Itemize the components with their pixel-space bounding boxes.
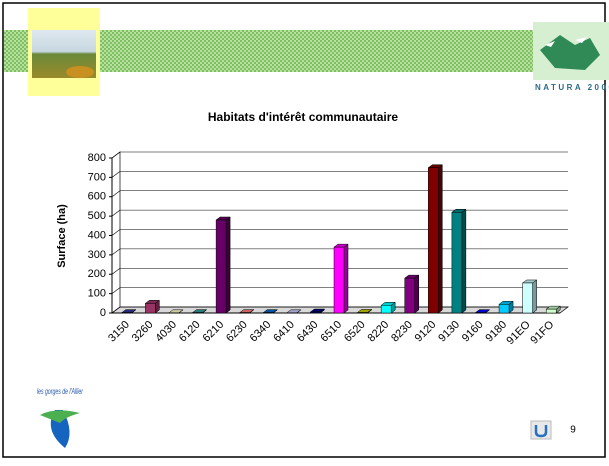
y-tick-label: 500 bbox=[88, 210, 106, 222]
bar-side bbox=[344, 244, 348, 313]
y-tick-label: 700 bbox=[88, 171, 106, 183]
y-tick-label: 200 bbox=[88, 268, 106, 280]
y-tick-label: 300 bbox=[88, 249, 106, 261]
chart-title: Habitats d'intérêt communautaire bbox=[208, 110, 399, 124]
y-tick-label: 0 bbox=[100, 307, 106, 319]
y-axis-label: Surface (ha) bbox=[56, 204, 68, 268]
bar bbox=[358, 312, 368, 313]
bar bbox=[499, 304, 509, 313]
left-logo: les gorges de l'Allier bbox=[30, 375, 90, 450]
logo-text: les gorges de l'Allier bbox=[37, 387, 83, 396]
bar bbox=[334, 247, 344, 313]
y-tick-label: 400 bbox=[88, 229, 106, 241]
photo-detail bbox=[66, 66, 94, 78]
bar-side bbox=[438, 165, 442, 313]
logo-text: NATURA 2000 bbox=[535, 83, 609, 92]
bar bbox=[523, 283, 533, 313]
bar-side bbox=[533, 280, 537, 313]
bar bbox=[428, 168, 438, 313]
bar bbox=[452, 212, 462, 313]
y-tick-label: 800 bbox=[88, 152, 106, 164]
bar bbox=[216, 220, 226, 313]
bar-side bbox=[462, 209, 466, 313]
bar bbox=[310, 312, 320, 313]
slide: NATURA 2000 Habitats d'intérêt communaut… bbox=[0, 0, 609, 461]
bar bbox=[381, 305, 391, 313]
page-number: 9 bbox=[570, 425, 576, 436]
bar-side bbox=[226, 217, 230, 313]
y-tick-label: 600 bbox=[88, 191, 106, 203]
y-tick-label: 100 bbox=[88, 288, 106, 300]
bar bbox=[145, 303, 155, 313]
bar bbox=[405, 278, 415, 313]
bar bbox=[546, 309, 556, 313]
bar-side bbox=[415, 275, 419, 313]
